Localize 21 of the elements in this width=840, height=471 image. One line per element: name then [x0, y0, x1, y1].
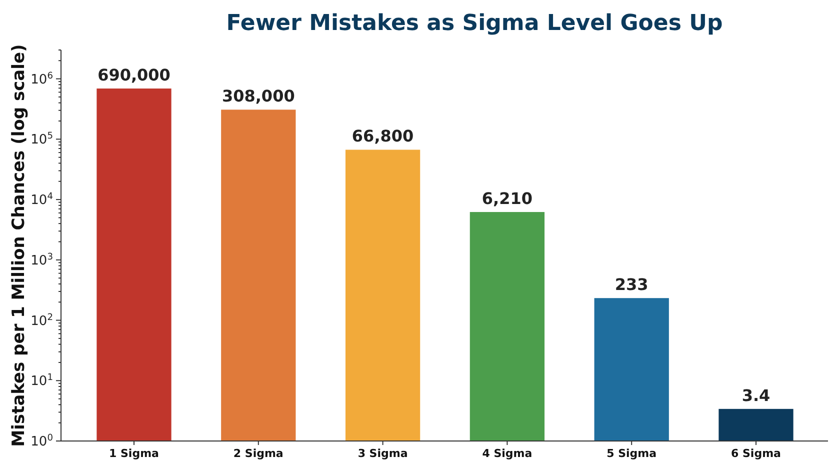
data-label: 233 — [614, 275, 648, 294]
y-axis-title: Mistakes per 1 Million Chances (log scale) — [9, 44, 29, 447]
y-tick-label: 10$^{6}$ — [30, 71, 54, 88]
data-label: 3.4 — [742, 386, 770, 405]
y-tick-label: 10$^{1}$ — [30, 373, 53, 390]
x-tick-label: 3 Sigma — [358, 447, 408, 460]
data-label: 66,800 — [352, 126, 414, 146]
y-tick-label: 10$^{3}$ — [30, 252, 54, 268]
y-tick-label: 10$^{2}$ — [30, 312, 53, 329]
y-tick-label: 10$^{4}$ — [30, 192, 54, 208]
x-tick-label: 4 Sigma — [482, 447, 532, 460]
y-tick-label: 10$^{0}$ — [30, 434, 54, 450]
chart-title: Fewer Mistakes as Sigma Level Goes Up — [226, 11, 723, 36]
x-tick-label: 2 Sigma — [233, 447, 284, 460]
x-tick-label: 1 Sigma — [109, 447, 159, 460]
data-label: 6,210 — [482, 189, 533, 208]
y-tick-label: 10$^{5}$ — [30, 132, 53, 148]
data-label: 690,000 — [98, 66, 170, 85]
x-tick-label: 5 Sigma — [606, 447, 657, 460]
x-tick-label: 6 Sigma — [731, 447, 781, 460]
data-label: 308,000 — [222, 86, 295, 106]
